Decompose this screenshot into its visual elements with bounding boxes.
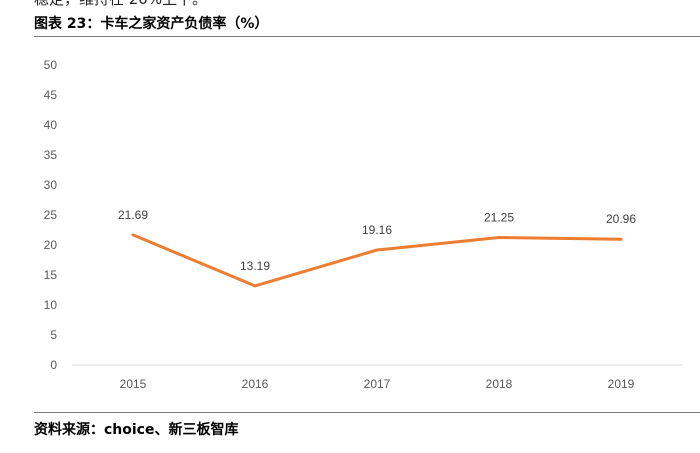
data-label: 13.19 (240, 259, 270, 273)
x-tick-label: 2015 (120, 377, 147, 391)
y-tick-label: 40 (44, 118, 58, 132)
y-tick-label: 45 (44, 88, 58, 102)
y-tick-label: 10 (44, 298, 58, 312)
y-tick-label: 20 (44, 238, 58, 252)
y-tick-label: 0 (50, 358, 57, 372)
source-rule (34, 412, 700, 413)
y-tick-label: 15 (44, 268, 58, 282)
y-tick-label: 50 (44, 58, 58, 72)
source-note: 资料来源：choice、新三板智库 (34, 422, 239, 438)
x-axis-ticks: 2015 2016 2017 2018 2019 (120, 377, 635, 391)
x-tick-label: 2016 (242, 377, 269, 391)
title-rule (34, 36, 700, 37)
x-tick-label: 2017 (364, 377, 391, 391)
series-line (131, 233, 623, 288)
data-labels: 21.69 13.19 19.16 21.25 20.96 (118, 208, 636, 273)
x-tick-label: 2019 (608, 377, 635, 391)
figure-title: 图表 23：卡车之家资产负债率（%） (34, 16, 269, 32)
data-label: 21.69 (118, 208, 148, 222)
y-tick-label: 30 (44, 178, 58, 192)
x-tick-label: 2018 (486, 377, 513, 391)
y-axis-ticks: 0 5 10 15 20 25 30 35 40 45 50 (44, 58, 58, 372)
data-label: 19.16 (362, 223, 392, 237)
body-text-fragment: 稳定，维持在 20%上下。 (34, 0, 207, 9)
y-tick-label: 35 (44, 148, 58, 162)
data-label: 21.25 (484, 211, 514, 225)
y-tick-label: 25 (44, 208, 58, 222)
y-tick-label: 5 (50, 328, 57, 342)
data-label: 20.96 (606, 212, 636, 226)
